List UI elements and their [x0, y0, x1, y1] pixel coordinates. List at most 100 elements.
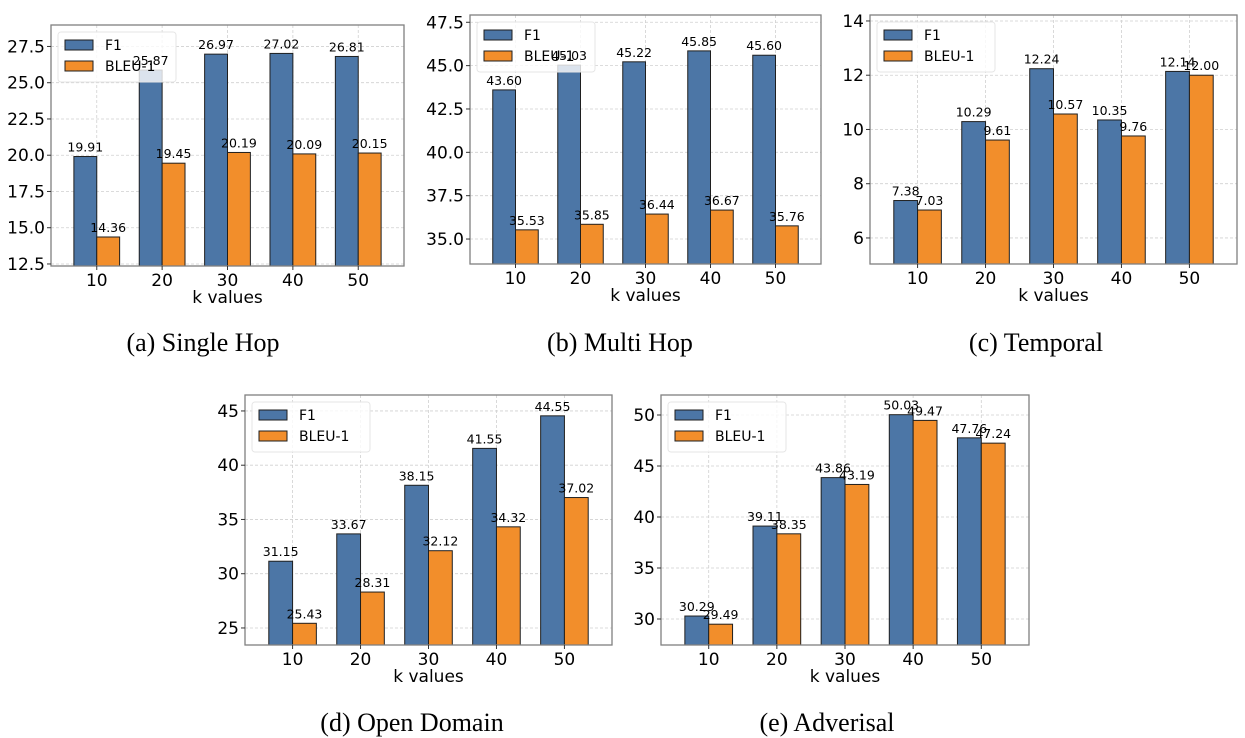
legend-label-f1: F1 [299, 408, 316, 424]
value-label-f1-k20: 25.87 [133, 53, 169, 68]
bar-bleu1-k40 [710, 209, 734, 265]
y-tick-label: 30 [217, 565, 239, 585]
value-label-bleu1-k20: 38.35 [771, 517, 807, 532]
subplot-single-hop: F1 BLEU-1 19.91 25.87 26.97 27.02 26.81 14.36 19… [7, 24, 405, 308]
value-label-f1-k50: 44.55 [535, 399, 571, 414]
value-label-bleu1-k40: 20.09 [286, 137, 322, 152]
x-axis-label: k values [1018, 286, 1089, 306]
y-tick-label: 45.0 [426, 57, 464, 77]
y-tick-label: 17.5 [7, 182, 45, 202]
y-tick-label: 14 [842, 12, 864, 32]
value-label-f1-k30: 12.24 [1024, 52, 1060, 67]
x-tick-label: 30 [217, 271, 239, 291]
value-label-f1-k40: 41.55 [467, 431, 503, 446]
value-label-f1-k20: 33.67 [331, 517, 367, 532]
legend-label-bleu1: BLEU-1 [924, 49, 974, 65]
bar-bleu1-k40 [912, 419, 938, 646]
y-tick-label: 12.5 [7, 255, 45, 275]
value-label-f1-k20: 45.03 [551, 48, 587, 63]
y-tick-label: 47.5 [426, 13, 464, 33]
bar-f1-k10 [268, 560, 294, 646]
legend-swatch-f1 [64, 39, 94, 51]
y-tick-label: 40 [633, 508, 655, 528]
legend-swatch-bleu1 [483, 50, 513, 62]
value-label-f1-k10: 43.60 [486, 73, 522, 88]
x-tick-label: 30 [635, 269, 657, 289]
value-label-f1-k10: 19.91 [67, 140, 103, 155]
bar-bleu1-k50 [357, 152, 382, 267]
value-label-bleu1-k10: 25.43 [287, 606, 323, 621]
legend-swatch-f1 [258, 409, 288, 421]
subplot-adversarial: F1 BLEU-1 30.29 39.11 43.86 50.03 47.76 29.49 38… [633, 394, 1030, 687]
bar-f1-k30 [820, 477, 846, 646]
x-axis-label: k values [810, 667, 881, 687]
legend: F1 BLEU-1 [251, 401, 371, 453]
x-tick-label: 40 [1111, 269, 1133, 289]
x-tick-label: 40 [282, 271, 304, 291]
y-tick-label: 6 [853, 229, 864, 249]
y-tick-label: 35 [633, 559, 655, 579]
value-label-bleu1-k50: 37.02 [558, 481, 594, 496]
value-label-bleu1-k50: 47.24 [975, 426, 1011, 441]
bar-f1-k20 [557, 64, 581, 265]
value-label-f1-k30: 38.15 [399, 468, 435, 483]
value-label-f1-k40: 10.35 [1092, 103, 1128, 118]
y-tick-label: 35.0 [426, 230, 464, 250]
legend-label-bleu1: BLEU-1 [715, 429, 765, 445]
bar-f1-k30 [404, 484, 429, 646]
legend-label-f1: F1 [715, 408, 732, 424]
legend-label-bleu1: BLEU-1 [524, 49, 574, 65]
value-label-bleu1-k30: 20.19 [221, 135, 257, 150]
value-label-bleu1-k30: 10.57 [1047, 97, 1083, 112]
value-label-f1-k50: 26.81 [329, 39, 365, 54]
bar-bleu1-k10 [708, 623, 734, 646]
x-tick-label: 20 [975, 269, 997, 289]
x-tick-label: 30 [1043, 269, 1065, 289]
value-label-bleu1-k20: 9.61 [984, 123, 1012, 138]
x-tick-label: 40 [700, 269, 722, 289]
legend: F1 BLEU-1 [476, 21, 596, 73]
bar-bleu1-k40 [292, 153, 317, 267]
bar-bleu1-k10 [917, 209, 942, 265]
x-tick-label: 10 [907, 269, 929, 289]
y-tick-label: 45 [217, 402, 239, 422]
subplot-multi-hop: F1 BLEU-143.60 45.03 45.22 45.85 45.60 35.53 35… [426, 13, 822, 306]
bar-bleu1-k30 [227, 151, 251, 267]
value-label-bleu1-k30: 36.44 [639, 197, 675, 212]
x-tick-label: 10 [505, 269, 527, 289]
bar-bleu1-k20 [360, 591, 385, 646]
value-label-f1-k50: 47.76 [951, 421, 987, 436]
value-label-bleu1-k20: 19.45 [156, 146, 192, 161]
value-label-f1-k10: 31.15 [263, 544, 299, 559]
legend-label-f1: F1 [524, 28, 541, 44]
bar-f1-k10 [893, 200, 919, 265]
legend-label-bleu1: BLEU-1 [105, 59, 155, 75]
bar-f1-k40 [1097, 119, 1122, 265]
value-label-bleu1-k10: 14.36 [90, 220, 126, 235]
bar-bleu1-k50 [980, 442, 1006, 646]
caption-open-domain: (d) Open Domain [320, 708, 503, 737]
x-tick-label: 20 [766, 650, 788, 670]
value-label-f1-k50: 45.60 [746, 38, 782, 53]
bar-bleu1-k10 [292, 622, 317, 646]
bar-bleu1-k40 [495, 526, 521, 646]
x-axis-label: k values [610, 286, 681, 306]
value-label-f1-k40: 27.02 [264, 36, 300, 51]
x-tick-label: 50 [765, 269, 787, 289]
x-tick-label: 10 [86, 271, 108, 291]
value-label-bleu1-k30: 32.12 [422, 534, 458, 549]
bar-bleu1-k30 [645, 213, 669, 265]
x-tick-label: 10 [698, 650, 720, 670]
y-tick-label: 25 [217, 619, 239, 639]
value-label-f1-k10: 7.38 [892, 184, 920, 199]
bar-bleu1-k50 [1188, 74, 1214, 265]
bar-bleu1-k20 [580, 223, 604, 265]
y-tick-label: 37.5 [426, 187, 464, 207]
y-tick-label: 40.0 [426, 143, 464, 163]
bar-f1-k40 [888, 414, 914, 646]
y-tick-label: 45 [633, 457, 655, 477]
legend-swatch-bleu1 [883, 50, 913, 62]
legend-swatch-bleu1 [64, 60, 94, 72]
value-label-bleu1-k50: 20.15 [352, 136, 388, 151]
